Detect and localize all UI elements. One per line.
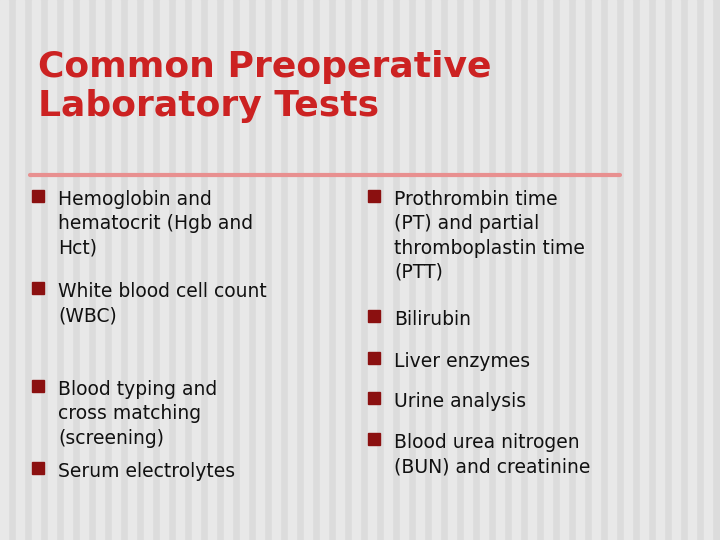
Text: Common Preoperative
Laboratory Tests: Common Preoperative Laboratory Tests: [38, 50, 492, 124]
Bar: [144, 0, 152, 540]
Bar: [224, 0, 232, 540]
Bar: [80, 0, 88, 540]
Bar: [32, 380, 44, 392]
Bar: [496, 0, 504, 540]
Bar: [368, 190, 380, 202]
Bar: [368, 0, 376, 540]
Bar: [368, 392, 380, 404]
Bar: [336, 0, 344, 540]
Bar: [640, 0, 648, 540]
Bar: [96, 0, 104, 540]
Bar: [32, 462, 44, 474]
Text: Hemoglobin and
hematocrit (Hgb and
Hct): Hemoglobin and hematocrit (Hgb and Hct): [58, 190, 253, 258]
Bar: [368, 352, 380, 364]
Bar: [32, 0, 40, 540]
Bar: [192, 0, 200, 540]
Bar: [624, 0, 632, 540]
Text: Blood urea nitrogen
(BUN) and creatinine: Blood urea nitrogen (BUN) and creatinine: [394, 433, 590, 476]
Bar: [672, 0, 680, 540]
Bar: [704, 0, 712, 540]
Bar: [112, 0, 120, 540]
Text: Blood typing and
cross matching
(screening): Blood typing and cross matching (screeni…: [58, 380, 217, 448]
Bar: [320, 0, 328, 540]
Text: White blood cell count
(WBC): White blood cell count (WBC): [58, 282, 266, 325]
Bar: [448, 0, 456, 540]
Bar: [656, 0, 664, 540]
Bar: [48, 0, 56, 540]
Bar: [480, 0, 488, 540]
Text: Serum electrolytes: Serum electrolytes: [58, 462, 235, 481]
Bar: [16, 0, 24, 540]
Bar: [288, 0, 296, 540]
Text: Bilirubin: Bilirubin: [394, 310, 471, 329]
Bar: [464, 0, 472, 540]
Bar: [32, 190, 44, 202]
Bar: [544, 0, 552, 540]
Bar: [384, 0, 392, 540]
Bar: [352, 0, 360, 540]
Bar: [416, 0, 424, 540]
Bar: [176, 0, 184, 540]
Bar: [32, 282, 44, 294]
Bar: [64, 0, 72, 540]
Bar: [432, 0, 440, 540]
Bar: [576, 0, 584, 540]
Bar: [512, 0, 520, 540]
Bar: [208, 0, 216, 540]
Bar: [528, 0, 536, 540]
Bar: [304, 0, 312, 540]
Bar: [592, 0, 600, 540]
Bar: [368, 310, 380, 322]
Bar: [368, 433, 380, 445]
Text: Liver enzymes: Liver enzymes: [394, 352, 530, 371]
Bar: [256, 0, 264, 540]
Bar: [400, 0, 408, 540]
Bar: [272, 0, 280, 540]
Bar: [560, 0, 568, 540]
Text: Urine analysis: Urine analysis: [394, 392, 526, 411]
Bar: [0, 0, 8, 540]
Bar: [128, 0, 136, 540]
Bar: [608, 0, 616, 540]
Bar: [688, 0, 696, 540]
Bar: [160, 0, 168, 540]
Bar: [240, 0, 248, 540]
Text: Prothrombin time
(PT) and partial
thromboplastin time
(PTT): Prothrombin time (PT) and partial thromb…: [394, 190, 585, 282]
